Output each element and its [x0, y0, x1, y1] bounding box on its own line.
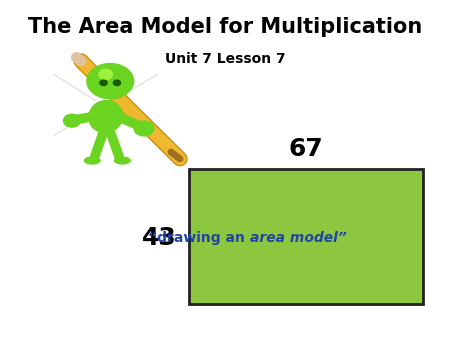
Circle shape — [134, 121, 154, 136]
Circle shape — [99, 69, 112, 79]
Text: 43: 43 — [142, 226, 177, 250]
Text: area model”: area model” — [250, 231, 346, 245]
Text: 67: 67 — [288, 137, 324, 161]
Ellipse shape — [114, 157, 130, 164]
Circle shape — [87, 64, 134, 99]
Circle shape — [113, 80, 121, 86]
Ellipse shape — [89, 101, 123, 132]
Text: “drawing an: “drawing an — [148, 231, 250, 245]
Ellipse shape — [85, 157, 100, 164]
FancyBboxPatch shape — [189, 169, 423, 304]
Circle shape — [100, 80, 107, 86]
Circle shape — [63, 114, 81, 127]
Text: The Area Model for Multiplication: The Area Model for Multiplication — [28, 17, 422, 37]
Text: Unit 7 Lesson 7: Unit 7 Lesson 7 — [165, 52, 285, 66]
